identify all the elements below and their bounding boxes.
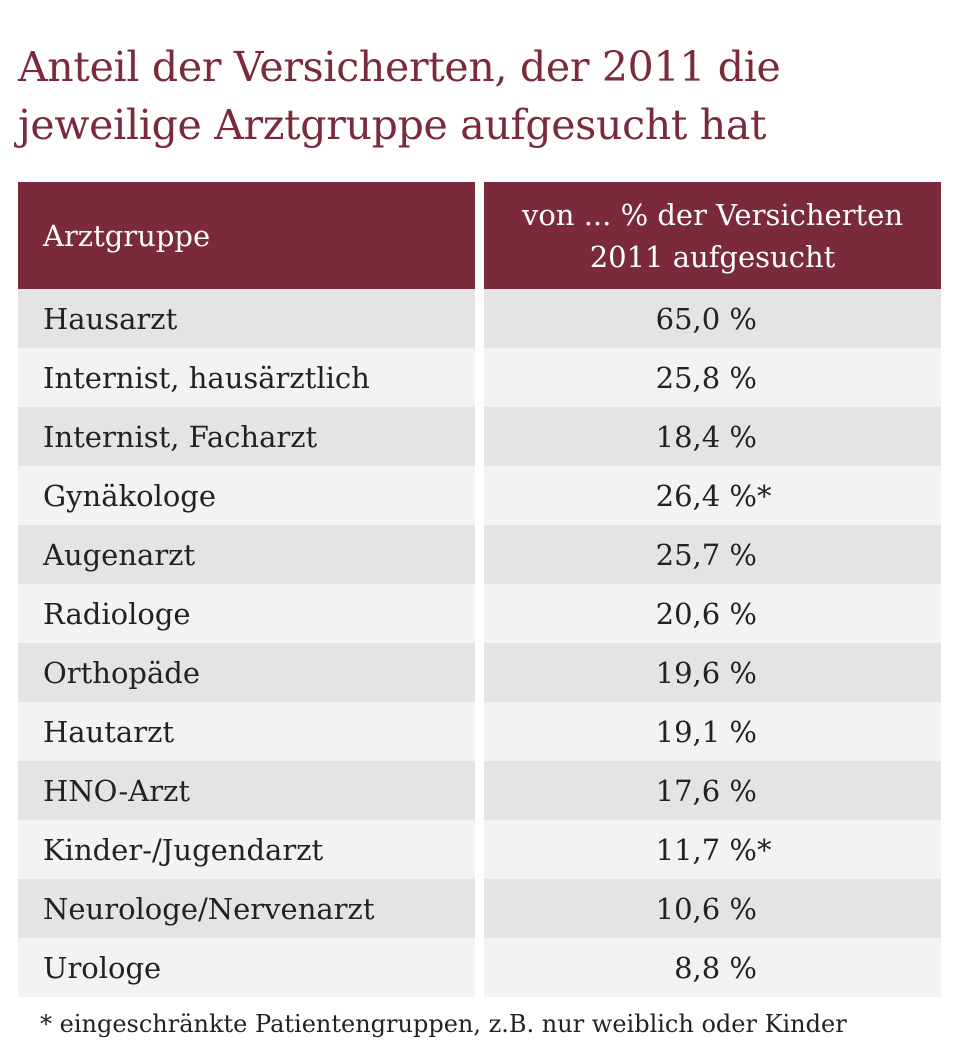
cell-arztgruppe: Internist, Facharzt <box>18 407 475 466</box>
header-percentage-line-2: 2011 aufgesucht <box>589 239 836 274</box>
value-note: * <box>757 478 772 513</box>
value-wrap: 19,6 % <box>484 656 941 690</box>
value-text: 26,4 % <box>655 478 757 513</box>
cell-percentage: 19,6 % <box>484 643 941 702</box>
value-text: 20,6 % <box>655 596 757 631</box>
column-gap <box>475 761 484 820</box>
value-text: 11,7 % <box>655 832 757 867</box>
cell-percentage: 25,7 % <box>484 525 941 584</box>
cell-percentage: 26,4 % * <box>484 466 941 525</box>
value-wrap: 17,6 % <box>484 774 941 808</box>
table-row: Neurologe/Nervenarzt 10,6 % <box>18 879 941 938</box>
column-gap <box>475 525 484 584</box>
table-row: Radiologe 20,6 % <box>18 584 941 643</box>
table-row: HNO-Arzt 17,6 % <box>18 761 941 820</box>
value-wrap: 11,7 % * <box>484 833 941 867</box>
cell-arztgruppe: HNO-Arzt <box>18 761 475 820</box>
cell-arztgruppe: Hausarzt <box>18 289 475 348</box>
value-note: * <box>757 832 772 867</box>
chart-title-line-2: jeweilige Arztgruppe aufgesucht hat <box>18 101 767 149</box>
table-row: Orthopäde 19,6 % <box>18 643 941 702</box>
value-note <box>757 774 787 808</box>
footnote: * eingeschränkte Patientengruppen, z.B. … <box>40 1010 847 1038</box>
value-text: 19,1 % <box>655 714 757 749</box>
value-text: 18,4 % <box>655 419 757 454</box>
table-body: Hausarzt 65,0 % Internist, hausärztlich 25,… <box>18 289 941 997</box>
column-gap <box>475 879 484 938</box>
column-gap <box>475 407 484 466</box>
column-gap <box>475 938 484 997</box>
cell-arztgruppe: Augenarzt <box>18 525 475 584</box>
value-wrap: 10,6 % <box>484 892 941 926</box>
value-wrap: 18,4 % <box>484 420 941 454</box>
cell-arztgruppe: Orthopäde <box>18 643 475 702</box>
table-row: Hautarzt 19,1 % <box>18 702 941 761</box>
cell-arztgruppe: Neurologe/Nervenarzt <box>18 879 475 938</box>
value-text: 25,7 % <box>655 537 757 572</box>
column-gap <box>475 182 484 289</box>
cell-percentage: 65,0 % <box>484 289 941 348</box>
chart-title-line-1: Anteil der Versicherten, der 2011 die <box>18 43 781 91</box>
value-wrap: 19,1 % <box>484 715 941 749</box>
cell-percentage: 17,6 % <box>484 761 941 820</box>
cell-percentage: 8,8 % <box>484 938 941 997</box>
cell-arztgruppe: Gynäkologe <box>18 466 475 525</box>
table-row: Urologe 8,8 % <box>18 938 941 997</box>
value-note <box>757 361 787 395</box>
value-text: 19,6 % <box>655 655 757 690</box>
header-percentage-line-1: von ... % der Versicherten <box>521 197 904 232</box>
value-wrap: 26,4 % * <box>484 479 941 513</box>
table-header-row: Arztgruppe von ... % der Versicherten 20… <box>18 182 941 289</box>
header-percentage: von ... % der Versicherten 2011 aufgesuc… <box>484 182 941 289</box>
value-note <box>757 302 787 336</box>
table-row: Gynäkologe 26,4 % * <box>18 466 941 525</box>
cell-arztgruppe: Urologe <box>18 938 475 997</box>
value-note <box>757 892 787 926</box>
table-row: Internist, hausärztlich 25,8 % <box>18 348 941 407</box>
cell-arztgruppe: Hautarzt <box>18 702 475 761</box>
data-table: Arztgruppe von ... % der Versicherten 20… <box>18 182 941 997</box>
value-note <box>757 656 787 690</box>
cell-percentage: 10,6 % <box>484 879 941 938</box>
table-row: Internist, Facharzt 18,4 % <box>18 407 941 466</box>
value-text: 65,0 % <box>655 301 757 336</box>
table-row: Kinder-/Jugendarzt 11,7 % * <box>18 820 941 879</box>
column-gap <box>475 289 484 348</box>
value-note <box>757 597 787 631</box>
column-gap <box>475 820 484 879</box>
column-gap <box>475 466 484 525</box>
value-note <box>757 420 787 454</box>
cell-percentage: 25,8 % <box>484 348 941 407</box>
value-text: 17,6 % <box>655 773 757 808</box>
cell-arztgruppe: Internist, hausärztlich <box>18 348 475 407</box>
value-wrap: 65,0 % <box>484 302 941 336</box>
cell-percentage: 19,1 % <box>484 702 941 761</box>
cell-percentage: 20,6 % <box>484 584 941 643</box>
value-text: 8,8 % <box>674 950 757 985</box>
cell-arztgruppe: Kinder-/Jugendarzt <box>18 820 475 879</box>
column-gap <box>475 643 484 702</box>
value-text: 10,6 % <box>655 891 757 926</box>
cell-percentage: 11,7 % * <box>484 820 941 879</box>
value-wrap: 20,6 % <box>484 597 941 631</box>
column-gap <box>475 702 484 761</box>
cell-arztgruppe: Radiologe <box>18 584 475 643</box>
value-note <box>757 538 787 572</box>
value-wrap: 25,8 % <box>484 361 941 395</box>
column-gap <box>475 348 484 407</box>
table-row: Hausarzt 65,0 % <box>18 289 941 348</box>
value-text: 25,8 % <box>655 360 757 395</box>
chart-title: Anteil der Versicherten, der 2011 die je… <box>18 38 948 154</box>
column-gap <box>475 584 484 643</box>
value-wrap: 25,7 % <box>484 538 941 572</box>
value-wrap: 8,8 % <box>484 951 941 985</box>
value-note <box>757 715 787 749</box>
header-arztgruppe: Arztgruppe <box>18 182 475 289</box>
value-note <box>757 951 787 985</box>
cell-percentage: 18,4 % <box>484 407 941 466</box>
table-row: Augenarzt 25,7 % <box>18 525 941 584</box>
